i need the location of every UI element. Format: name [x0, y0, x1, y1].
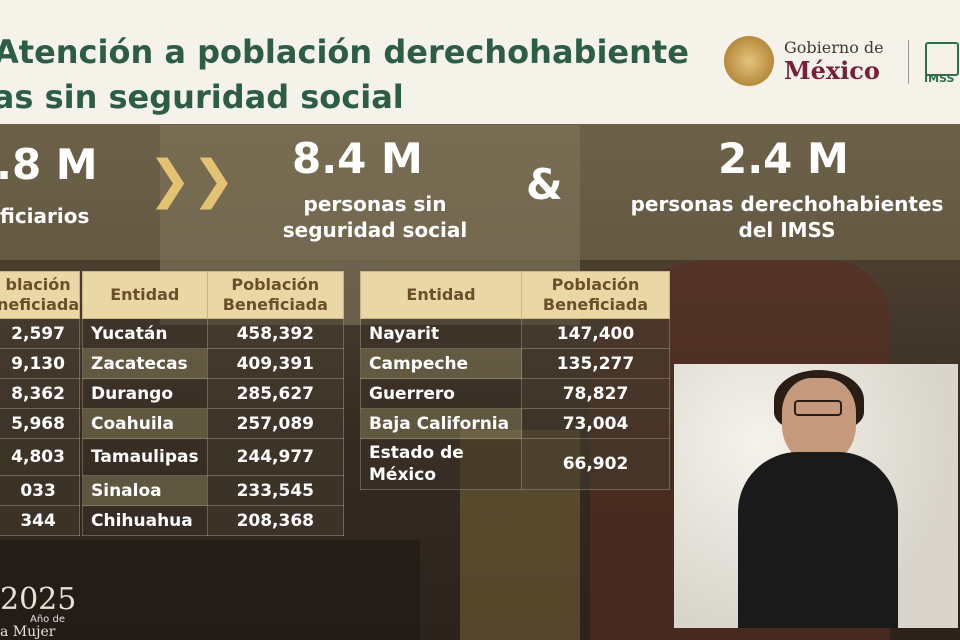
table-row: Chihuahua 208,368 — [82, 505, 345, 536]
table-left: blación neficiada 2,597 9,130 8,362 5,968… — [0, 271, 81, 536]
stat-sin-seguridad-value: 8.4 M — [292, 134, 423, 183]
table-row: Tamaulipas 244,977 — [82, 438, 345, 476]
table-right-col-poblacion-l1: Población — [551, 275, 640, 294]
entidad-cell-l2: México — [369, 465, 436, 485]
stat-derechohabientes-label-l2: del IMSS — [738, 218, 836, 242]
poblacion-cell: 244,977 — [206, 438, 345, 476]
table-middle-col-poblacion-l2: Beneficiada — [222, 295, 328, 314]
poblacion-cell: 233,545 — [206, 475, 345, 506]
stat-sin-seguridad-label-l2: seguridad social — [282, 218, 468, 242]
poblacion-cell: 147,400 — [521, 318, 670, 349]
table-row: Durango 285,627 — [82, 378, 345, 409]
table-left-cell: 5,968 — [0, 408, 81, 439]
table-right: Entidad Población Beneficiada Nayarit 147,… — [360, 271, 670, 490]
table-row: Sinaloa 233,545 — [82, 475, 345, 506]
table-left-cell: 8,362 — [0, 378, 81, 409]
entidad-cell: Chihuahua — [82, 505, 208, 536]
table-left-cell: 2,597 — [0, 318, 81, 349]
stat-beneficiarios-value: .8 M — [0, 140, 98, 189]
table-row: Guerrero 78,827 — [360, 378, 670, 409]
entidad-cell: Baja California — [360, 408, 522, 439]
table-right-col-entidad: Entidad — [360, 271, 522, 319]
table-right-col-poblacion: Población Beneficiada — [521, 271, 670, 319]
national-seal-icon — [724, 36, 774, 86]
table-left-cell: 9,130 — [0, 348, 81, 379]
entidad-cell: Zacatecas — [82, 348, 208, 379]
imss-label: IMSS — [924, 72, 955, 85]
table-row: Zacatecas 409,391 — [82, 348, 345, 379]
entidad-cell: Campeche — [360, 348, 522, 379]
entidad-cell: Sinaloa — [82, 475, 208, 506]
entidad-cell: Estado de México — [360, 438, 522, 490]
stat-derechohabientes-value: 2.4 M — [718, 134, 849, 183]
poblacion-cell: 208,368 — [206, 505, 345, 536]
table-left-header: blación neficiada — [0, 271, 81, 319]
entidad-cell: Durango — [82, 378, 208, 409]
poblacion-cell: 66,902 — [521, 438, 670, 490]
entidad-cell: Yucatán — [82, 318, 208, 349]
entidad-cell: Coahuila — [82, 408, 208, 439]
table-left-header-l1: blación — [5, 275, 71, 294]
table-row: Campeche 135,277 — [360, 348, 670, 379]
interpreter-body — [738, 452, 898, 628]
stat-derechohabientes-label-l1: personas derechohabientes — [630, 192, 944, 216]
table-middle-col-entidad: Entidad — [82, 271, 208, 319]
table-row: Yucatán 458,392 — [82, 318, 345, 349]
table-row: Nayarit 147,400 — [360, 318, 670, 349]
poblacion-cell: 78,827 — [521, 378, 670, 409]
year-logo-sub1: Año de — [30, 614, 65, 625]
poblacion-cell: 135,277 — [521, 348, 670, 379]
poblacion-cell: 73,004 — [521, 408, 670, 439]
table-middle: Entidad Población Beneficiada Yucatán 458,… — [82, 271, 345, 536]
interpreter-face — [782, 378, 856, 464]
entidad-cell: Guerrero — [360, 378, 522, 409]
sign-language-interpreter-panel — [674, 364, 958, 628]
table-middle-col-poblacion: Población Beneficiada — [206, 271, 345, 319]
logo-divider — [908, 40, 909, 84]
imss-logo-icon — [925, 42, 959, 76]
ampersand-symbol: & — [526, 160, 563, 209]
poblacion-cell: 409,391 — [206, 348, 345, 379]
stats-band — [0, 124, 960, 260]
page-title-line1: Atención a población derechohabiente — [0, 33, 689, 71]
gov-label-line2: México — [784, 56, 880, 85]
table-middle-col-poblacion-l1: Población — [231, 275, 320, 294]
poblacion-cell: 458,392 — [206, 318, 345, 349]
stat-sin-seguridad-label-l1: personas sin — [303, 192, 447, 216]
table-row: Estado de México 66,902 — [360, 438, 670, 490]
page-title-line2: nas sin seguridad social — [0, 78, 404, 116]
stat-beneficiarios-label: ficiarios — [0, 204, 90, 228]
gov-label-line1: Gobierno de — [784, 38, 884, 57]
poblacion-cell: 257,089 — [206, 408, 345, 439]
table-left-cell: 033 — [0, 475, 81, 506]
entidad-cell: Nayarit — [360, 318, 522, 349]
background-floor — [0, 540, 420, 640]
entidad-cell: Tamaulipas — [82, 438, 208, 476]
table-row: Coahuila 257,089 — [82, 408, 345, 439]
gobierno-logo: Gobierno de México IMSS — [720, 32, 960, 92]
poblacion-cell: 285,627 — [206, 378, 345, 409]
table-left-cell: 344 — [0, 505, 81, 536]
year-logo-sub2: a Mujer — [0, 624, 56, 640]
entidad-cell-l1: Estado de — [369, 443, 464, 463]
header-banner: Atención a población derechohabiente nas… — [0, 0, 960, 124]
table-left-cell: 4,803 — [0, 438, 81, 476]
table-left-header-l2: neficiada — [0, 295, 80, 314]
glasses-icon — [794, 400, 842, 416]
table-row: Baja California 73,004 — [360, 408, 670, 439]
table-right-col-poblacion-l2: Beneficiada — [542, 295, 649, 314]
chevron-right-icon: ❯❯ — [148, 150, 236, 210]
year-logo: 2025 — [0, 582, 77, 617]
